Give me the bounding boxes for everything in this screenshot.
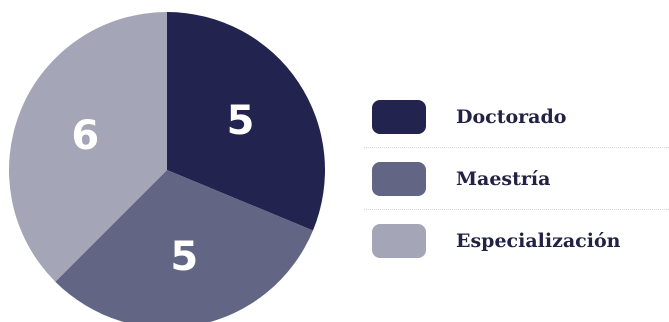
pie-slice-doctorado — [167, 12, 325, 231]
legend-item-especializacion: Especialización — [364, 209, 669, 271]
legend-swatch-especializacion — [372, 223, 426, 258]
pie-slice-maestria — [55, 170, 313, 322]
pie-value-label-especializacion: 6 — [71, 113, 99, 159]
pie-value-label-maestria: 5 — [170, 234, 198, 280]
pie-slice-especializacion — [9, 12, 168, 282]
legend-item-doctorado: Doctorado — [364, 86, 669, 147]
legend-label-especializacion: Especialización — [456, 229, 621, 252]
legend-label-maestria: Maestría — [456, 167, 551, 190]
pie-chart: 5 5 6 — [9, 12, 325, 322]
legend-swatch-maestria — [372, 161, 426, 196]
pie-value-label-doctorado: 5 — [227, 98, 255, 144]
legend: Doctorado Maestría Especialización — [364, 86, 669, 271]
legend-label-doctorado: Doctorado — [456, 105, 567, 128]
legend-item-maestria: Maestría — [364, 147, 669, 209]
legend-swatch-doctorado — [372, 99, 426, 134]
